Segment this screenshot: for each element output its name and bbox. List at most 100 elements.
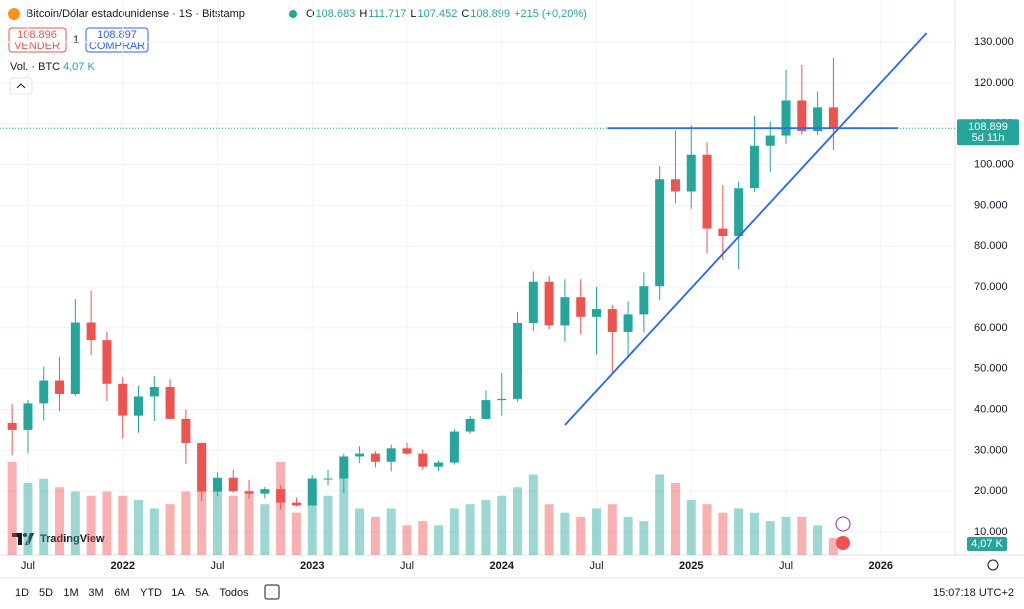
- volume-bar: [86, 495, 96, 555]
- candle-body: [497, 398, 507, 401]
- buy-price: 108.897: [97, 29, 137, 41]
- y-tick-label: 20.000: [974, 485, 1008, 497]
- volume-bar: [291, 512, 301, 555]
- candle-body: [560, 297, 570, 326]
- volume-bar: [149, 508, 159, 555]
- candle-body: [576, 297, 586, 317]
- range-button[interactable]: 1D: [15, 587, 29, 599]
- logo: TradingView: [12, 533, 105, 545]
- candle-body: [118, 383, 128, 416]
- range-button[interactable]: 1A: [171, 587, 185, 599]
- market-status: [289, 10, 297, 18]
- volume-bar: [797, 516, 807, 555]
- x-tick-label: 2022: [110, 560, 134, 572]
- last-price-box: [957, 119, 1019, 146]
- volume-bar: [355, 508, 365, 555]
- grid: [0, 0, 955, 555]
- y-tick-label: 70.000: [974, 281, 1008, 293]
- settings-icon[interactable]: [987, 559, 999, 571]
- logo-mark: [12, 533, 34, 545]
- volume-bar: [813, 525, 823, 555]
- volume-bar: [418, 521, 428, 555]
- date-range-icon[interactable]: [264, 584, 280, 600]
- y-tick-label: 100.000: [974, 158, 1014, 170]
- x-tick-label: Jul: [400, 560, 414, 572]
- y-tick-label: 50.000: [974, 363, 1008, 375]
- candle-body: [212, 477, 222, 492]
- volume-bar: [513, 487, 523, 555]
- volume-bar: [670, 483, 680, 555]
- x-tick-label: Jul: [210, 560, 224, 572]
- x-tick-label: Jul: [589, 560, 603, 572]
- volume-bar: [449, 508, 459, 555]
- x-tick-label: 2025: [679, 560, 703, 572]
- volume-bar: [402, 525, 412, 555]
- candle-body: [544, 281, 554, 326]
- range-button[interactable]: Todos: [219, 587, 249, 599]
- candle-body: [244, 491, 254, 494]
- candle-body: [639, 286, 649, 315]
- volume-label: Vol. · BTC: [10, 61, 60, 73]
- clock: 15:07:18 UTC+2: [933, 587, 1014, 599]
- volume-bar: [118, 495, 128, 555]
- volume-bar: [623, 516, 633, 555]
- candle-body: [481, 400, 491, 419]
- chevron: [16, 83, 26, 89]
- symbol-title[interactable]: Bitcoin/Dólar estadounidense · 1S · Bits…: [26, 8, 245, 20]
- range-button[interactable]: 5A: [195, 587, 209, 599]
- candle-body: [434, 462, 444, 467]
- candle-body: [70, 322, 80, 395]
- candle-body: [813, 107, 823, 132]
- candle-body: [370, 453, 380, 462]
- volume-badge-box: [967, 537, 1007, 551]
- volume-bar: [434, 525, 444, 555]
- candle-body: [781, 100, 791, 136]
- volume-bar: [260, 504, 270, 555]
- volume-bar: [544, 504, 554, 555]
- countdown: 5d 11h: [972, 132, 1005, 144]
- candle-body: [134, 396, 144, 416]
- y-tick-label: 90.000: [974, 199, 1008, 211]
- candle-body: [670, 179, 680, 192]
- range-button[interactable]: 1M: [63, 587, 78, 599]
- volume-bar: [702, 504, 712, 555]
- volume-bar: [339, 474, 349, 555]
- volume-bar: [55, 487, 65, 555]
- volume-bar: [749, 512, 759, 555]
- event-icon[interactable]: [835, 516, 851, 532]
- volume-bar: [465, 504, 475, 555]
- candle-body: [528, 281, 538, 323]
- candle-body: [149, 387, 159, 397]
- candle-body: [465, 418, 475, 432]
- x-tick-label: Jul: [779, 560, 793, 572]
- volume-bar: [528, 474, 538, 555]
- volume-badge: 4,07 K: [971, 538, 1003, 550]
- candle-body: [323, 478, 333, 480]
- range-button[interactable]: 5D: [39, 587, 53, 599]
- y-tick-label: 120.000: [974, 77, 1014, 89]
- range-button[interactable]: YTD: [140, 587, 162, 599]
- candle-body: [181, 418, 191, 444]
- range-button[interactable]: 6M: [114, 587, 129, 599]
- volume-bar: [165, 504, 175, 555]
- buy-button[interactable]: [85, 27, 149, 53]
- candle-body: [749, 145, 759, 189]
- ohlc-key: C: [461, 8, 469, 20]
- btc-icon: [8, 8, 20, 20]
- volume-bar: [307, 491, 317, 555]
- sell-button[interactable]: [8, 27, 67, 53]
- candle-body: [591, 309, 601, 317]
- range-button[interactable]: 3M: [88, 587, 103, 599]
- volume-bar: [686, 499, 696, 555]
- candle-body: [23, 403, 33, 430]
- candle-body: [228, 477, 238, 492]
- collapse-button[interactable]: [9, 77, 33, 95]
- candle-body: [513, 322, 523, 399]
- y-tick-label: 60.000: [974, 322, 1008, 334]
- logo-text: TradingView: [40, 533, 105, 545]
- volume-bar: [323, 495, 333, 555]
- x-tick-label: 2024: [490, 560, 515, 572]
- event-icon[interactable]: [836, 536, 850, 550]
- volume-bar: [591, 508, 601, 555]
